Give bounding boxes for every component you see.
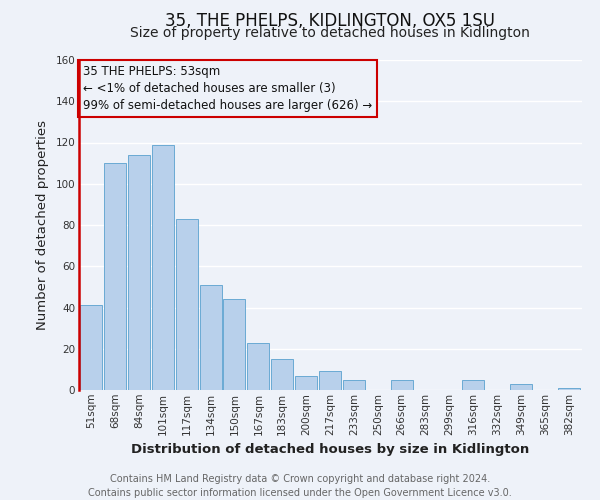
Bar xyxy=(223,299,245,390)
Text: 35 THE PHELPS: 53sqm
← <1% of detached houses are smaller (3)
99% of semi-detach: 35 THE PHELPS: 53sqm ← <1% of detached h… xyxy=(83,65,372,112)
Bar xyxy=(558,388,580,390)
Text: Size of property relative to detached houses in Kidlington: Size of property relative to detached ho… xyxy=(130,26,530,40)
Bar xyxy=(176,219,197,390)
Bar xyxy=(271,359,293,390)
Bar xyxy=(104,163,126,390)
Bar xyxy=(200,285,221,390)
Bar xyxy=(295,376,317,390)
Bar xyxy=(510,384,532,390)
Bar xyxy=(128,155,150,390)
Bar xyxy=(343,380,365,390)
X-axis label: Distribution of detached houses by size in Kidlington: Distribution of detached houses by size … xyxy=(131,443,529,456)
Y-axis label: Number of detached properties: Number of detached properties xyxy=(35,120,49,330)
Bar xyxy=(463,380,484,390)
Bar xyxy=(391,380,413,390)
Text: Contains HM Land Registry data © Crown copyright and database right 2024.
Contai: Contains HM Land Registry data © Crown c… xyxy=(88,474,512,498)
Bar xyxy=(247,342,269,390)
Bar xyxy=(80,306,102,390)
Text: 35, THE PHELPS, KIDLINGTON, OX5 1SU: 35, THE PHELPS, KIDLINGTON, OX5 1SU xyxy=(165,12,495,30)
Bar xyxy=(319,372,341,390)
Bar xyxy=(152,144,174,390)
